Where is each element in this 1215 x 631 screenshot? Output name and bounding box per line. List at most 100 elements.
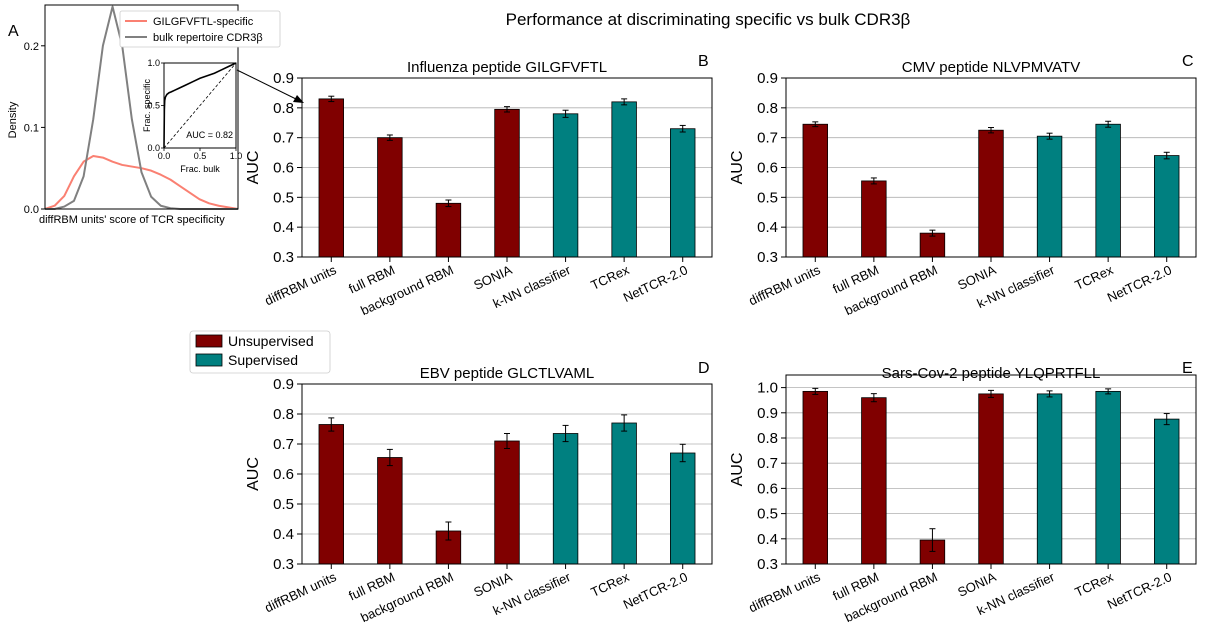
panel-title: Sars-Cov-2 peptide YLQPRTFLL (882, 365, 1101, 382)
inset-y-tick-label: 0.0 (147, 143, 160, 153)
x-tick-label: TCRex (1072, 569, 1115, 600)
y-axis-title: AUC (245, 457, 262, 491)
y-tick-label: 0.4 (757, 219, 778, 236)
y-tick-label: 0.4 (273, 219, 294, 236)
legend-label: bulk repertoire CDR3β (153, 32, 263, 44)
bar (862, 398, 887, 564)
bar (495, 441, 520, 564)
y-axis-title: AUC (245, 151, 262, 185)
bar (553, 114, 578, 257)
panel-letter: B (698, 53, 709, 70)
x-tick-label: SONIA (471, 262, 514, 293)
x-tick-label: NetTCR-2.0 (621, 262, 690, 305)
inset-y-axis-title: Frac. specific (142, 78, 152, 132)
y-tick-label: 0.3 (273, 249, 294, 266)
bar (378, 458, 403, 565)
y-axis-title: AUC (729, 151, 746, 185)
y-axis-title: Density (7, 101, 19, 138)
x-axis-title: diffRBM units' score of TCR specificity (39, 214, 225, 226)
y-tick-label: 0.9 (273, 70, 294, 87)
y-tick-label: 0.2 (24, 41, 39, 53)
x-tick-label: diffRBM units (262, 262, 339, 308)
x-tick-label: TCRex (1072, 262, 1115, 293)
inset-y-tick-label: 1.0 (147, 58, 160, 68)
bar (436, 203, 461, 257)
panel-letter: E (1182, 360, 1193, 377)
legend-label: Unsupervised (228, 333, 314, 349)
y-tick-label: 0.8 (273, 100, 294, 117)
y-tick-label: 0.8 (757, 430, 778, 447)
inset-x-tick-label: 1.0 (230, 151, 243, 161)
panel-title: EBV peptide GLCTLVAML (420, 365, 595, 382)
y-tick-label: 0.6 (757, 160, 778, 177)
y-tick-label: 0.4 (757, 531, 778, 548)
legend-swatch (196, 354, 222, 366)
y-tick-label: 0.6 (757, 480, 778, 497)
bar (612, 102, 637, 257)
x-tick-label: diffRBM units (746, 262, 823, 308)
y-tick-label: 1.0 (757, 380, 778, 397)
inset-x-tick-label: 0.5 (194, 151, 207, 161)
bar (670, 129, 695, 257)
legend-label: GILGFVFTL-specific (153, 16, 254, 28)
y-tick-label: 0.3 (757, 556, 778, 573)
legend-swatch (196, 335, 222, 347)
x-tick-label: diffRBM units (262, 569, 339, 615)
y-tick-label: 0.8 (757, 100, 778, 117)
y-tick-label: 0.7 (273, 130, 294, 147)
bar (1037, 394, 1062, 564)
bar (378, 138, 403, 257)
y-tick-label: 0.5 (757, 189, 778, 206)
y-tick-label: 0.3 (273, 556, 294, 573)
panel-title: Influenza peptide GILGFVFTL (407, 59, 607, 76)
x-tick-label: SONIA (955, 569, 998, 600)
y-tick-label: 0.7 (757, 130, 778, 147)
y-tick-label: 0.6 (273, 466, 294, 483)
y-tick-label: 0.5 (273, 189, 294, 206)
bar (1096, 124, 1121, 257)
bar (1154, 419, 1179, 564)
x-tick-label: NetTCR-2.0 (1105, 262, 1174, 305)
panel-title: CMV peptide NLVPMVATV (902, 59, 1080, 76)
bar (495, 109, 520, 257)
y-tick-label: 0.7 (757, 455, 778, 472)
bar (612, 423, 637, 564)
x-tick-label: SONIA (471, 569, 514, 600)
x-tick-label: TCRex (588, 262, 631, 293)
y-tick-label: 0.4 (273, 526, 294, 543)
panel-a-density-plot: 0.0 0.1 0.2 diffRBM units' score of TCR spe… (7, 5, 280, 226)
y-tick-label: 0.5 (273, 496, 294, 513)
bar (319, 425, 344, 565)
x-tick-label: diffRBM units (746, 569, 823, 615)
y-tick-label: 0.6 (273, 160, 294, 177)
bar (979, 394, 1004, 564)
auc-annotation: AUC = 0.82 (186, 130, 233, 140)
y-axis-title: AUC (729, 453, 746, 487)
bar (670, 453, 695, 564)
y-tick-label: 0.9 (273, 376, 294, 393)
legend-label: Supervised (228, 352, 298, 368)
y-tick-label: 0.5 (757, 506, 778, 523)
x-tick-label: NetTCR-2.0 (1105, 569, 1174, 612)
y-tick-label: 0.9 (757, 405, 778, 422)
y-tick-label: 0.8 (273, 406, 294, 423)
panel-letter: D (698, 360, 710, 377)
x-tick-label: SONIA (955, 262, 998, 293)
y-tick-label: 0.9 (757, 70, 778, 87)
bar (1154, 156, 1179, 257)
bar (862, 181, 887, 257)
bar (803, 124, 828, 257)
x-tick-label: TCRex (588, 569, 631, 600)
bar (803, 391, 828, 564)
method-type-legend: Unsupervised Supervised (190, 331, 330, 373)
panel-letter-a: A (8, 23, 19, 40)
density-legend: GILGFVFTL-specific bulk repertoire CDR3β (120, 11, 280, 47)
inset-x-axis-title: Frac. bulk (180, 164, 220, 174)
y-tick-label: 0.1 (24, 122, 39, 134)
bar (1096, 391, 1121, 564)
bar (1037, 136, 1062, 257)
